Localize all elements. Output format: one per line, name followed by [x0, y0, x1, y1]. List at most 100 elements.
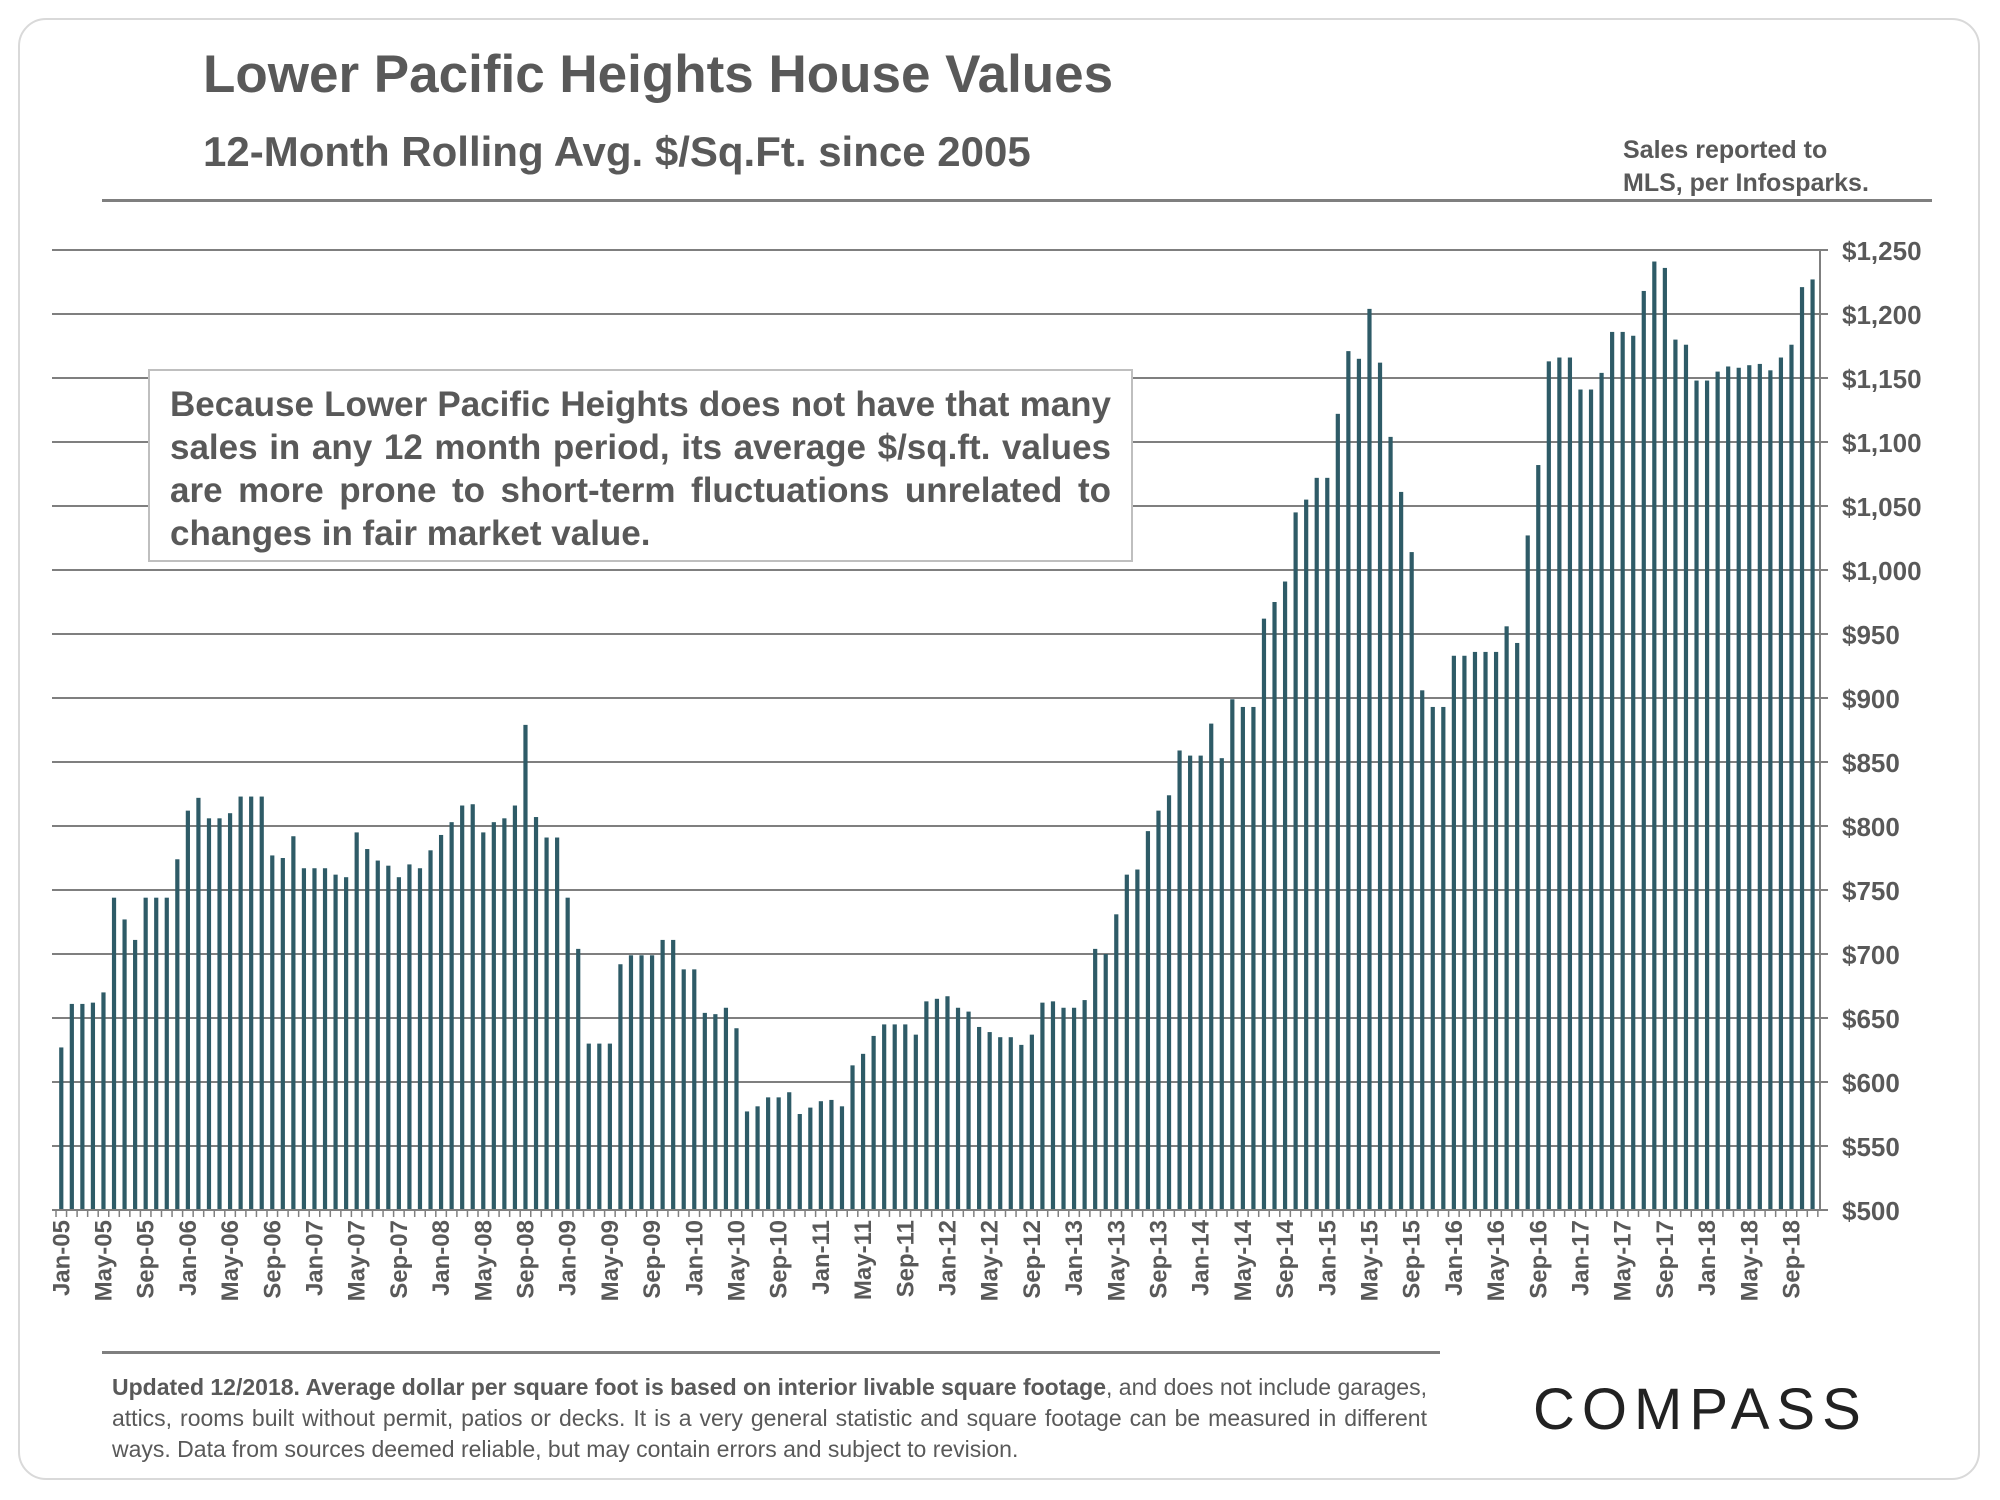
bar: [312, 868, 317, 1210]
bar: [934, 998, 940, 1210]
bar: [1188, 755, 1193, 1210]
bar: [280, 858, 285, 1210]
bar: [1304, 499, 1309, 1211]
bar: [787, 1092, 792, 1210]
bar: [649, 955, 655, 1210]
bar: [175, 859, 180, 1210]
source-note-line-2: MLS, per Infosparks.: [1623, 169, 1869, 197]
x-tick-label: Sep-15: [1399, 1220, 1426, 1299]
compass-logo: COMPASS: [1533, 1378, 1861, 1438]
bar: [1019, 1044, 1024, 1210]
bar: [354, 832, 359, 1210]
bar: [744, 1111, 750, 1210]
x-tick-label: Sep-16: [1525, 1220, 1552, 1299]
y-tick-label: $750: [1842, 876, 1900, 906]
bar: [618, 964, 623, 1210]
bar: [1219, 758, 1224, 1210]
bar: [1504, 626, 1509, 1210]
bar: [945, 996, 950, 1210]
bar: [555, 837, 560, 1210]
bar: [1103, 954, 1108, 1210]
bar: [1588, 389, 1594, 1210]
bar: [428, 850, 433, 1210]
x-tick-label: Jan-05: [48, 1220, 75, 1296]
bar: [1082, 1000, 1087, 1210]
bar: [1209, 723, 1214, 1210]
x-tick-label: Jan-15: [1314, 1220, 1341, 1296]
bar: [702, 1012, 707, 1210]
chart-subtitle: 12-Month Rolling Avg. $/Sq.Ft. since 200…: [203, 128, 1031, 175]
x-tick-label: May-08: [470, 1220, 497, 1301]
bar: [481, 832, 486, 1210]
bar: [1040, 1002, 1045, 1210]
bar: [1314, 477, 1319, 1211]
x-tick-label: Jan-18: [1694, 1220, 1721, 1296]
bar: [1166, 795, 1172, 1210]
bar: [1061, 1007, 1066, 1210]
x-tick-label: Sep-13: [1145, 1220, 1172, 1299]
y-tick-label: $1,100: [1842, 428, 1922, 458]
bar: [818, 1101, 823, 1210]
chart-title: Lower Pacific Heights House Values: [203, 45, 1114, 104]
bar: [1114, 914, 1119, 1210]
bar: [1747, 365, 1752, 1210]
bar: [1293, 512, 1298, 1210]
bar: [143, 897, 148, 1210]
bar: [1388, 436, 1393, 1210]
bar: [259, 796, 264, 1210]
y-axis-ticks: $500 $550 $600 $650 $700 $750 $800 $850 $900 $950…: [1820, 236, 1922, 1226]
bar: [1789, 344, 1794, 1211]
x-tick-label: Jan-07: [301, 1220, 328, 1296]
source-note-line-1: Sales reported to: [1623, 136, 1828, 164]
footer-divider: [102, 1351, 1440, 1354]
bar: [1662, 267, 1667, 1210]
annotation-callout: Because Lower Pacific Heights does not h…: [148, 369, 1133, 562]
bar: [1377, 362, 1383, 1210]
bar: [196, 797, 201, 1210]
bar: [871, 1035, 876, 1210]
bar: [375, 860, 380, 1210]
bar: [692, 969, 697, 1210]
bar: [607, 1043, 612, 1210]
bar: [987, 1032, 992, 1210]
x-tick-label: Jan-09: [555, 1220, 582, 1296]
bar: [1525, 535, 1530, 1210]
bar: [344, 877, 349, 1210]
bar: [1515, 642, 1520, 1210]
bar: [1483, 651, 1488, 1210]
bar: [1093, 948, 1098, 1210]
bar: [1610, 331, 1615, 1210]
bar: [333, 874, 338, 1210]
x-tick-label: May-12: [977, 1220, 1004, 1301]
x-tick-label: May-14: [1230, 1219, 1257, 1301]
y-tick-label: $1,050: [1842, 492, 1922, 522]
y-tick-label: $850: [1842, 748, 1900, 778]
bar: [860, 1053, 866, 1210]
bar: [1441, 706, 1446, 1210]
x-tick-label: Jan-11: [808, 1220, 835, 1295]
bar: [1335, 413, 1340, 1211]
bar: [955, 1007, 961, 1210]
bar: [101, 992, 106, 1210]
bar: [1462, 655, 1467, 1210]
bar: [1346, 351, 1351, 1210]
y-tick-label: $550: [1842, 1132, 1900, 1162]
x-tick-label: May-13: [1103, 1220, 1130, 1301]
bar: [913, 1034, 918, 1210]
bar: [1715, 371, 1720, 1211]
bar: [1251, 706, 1256, 1210]
bar: [829, 1099, 834, 1210]
bar: [227, 813, 233, 1210]
bar: [386, 865, 391, 1210]
bar: [839, 1106, 845, 1210]
bar: [69, 1003, 74, 1210]
bar: [1493, 651, 1499, 1210]
bar: [1641, 290, 1646, 1211]
x-tick-label: Sep-14: [1272, 1219, 1299, 1298]
axes: [52, 250, 1821, 1217]
bar: [576, 948, 581, 1210]
bar: [850, 1065, 855, 1210]
bar: [903, 1024, 908, 1210]
footnote-bold: Updated 12/2018. Average dollar per squa…: [112, 1374, 1107, 1400]
bar: [565, 897, 570, 1210]
